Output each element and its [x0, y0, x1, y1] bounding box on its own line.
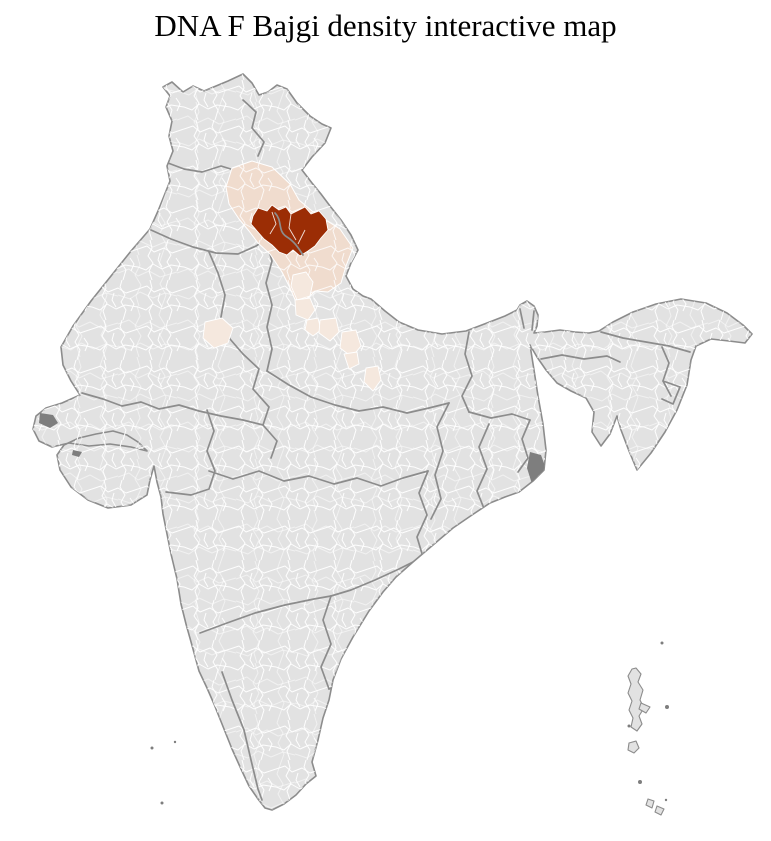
page-title: DNA F Bajgi density interactive map [154, 8, 617, 43]
district-borders-texture [33, 74, 752, 810]
lakshadweep-islands[interactable] [150, 740, 177, 805]
high-cluster-district-line [297, 229, 306, 245]
andaman-nicobar-islands[interactable] [627, 641, 670, 816]
state-line-through-cluster [274, 212, 304, 256]
low-density-districts[interactable] [202, 271, 382, 392]
high-cluster-district-line [288, 213, 297, 241]
high-density-cluster[interactable] [250, 204, 329, 257]
high-cluster-district-line [269, 211, 277, 235]
